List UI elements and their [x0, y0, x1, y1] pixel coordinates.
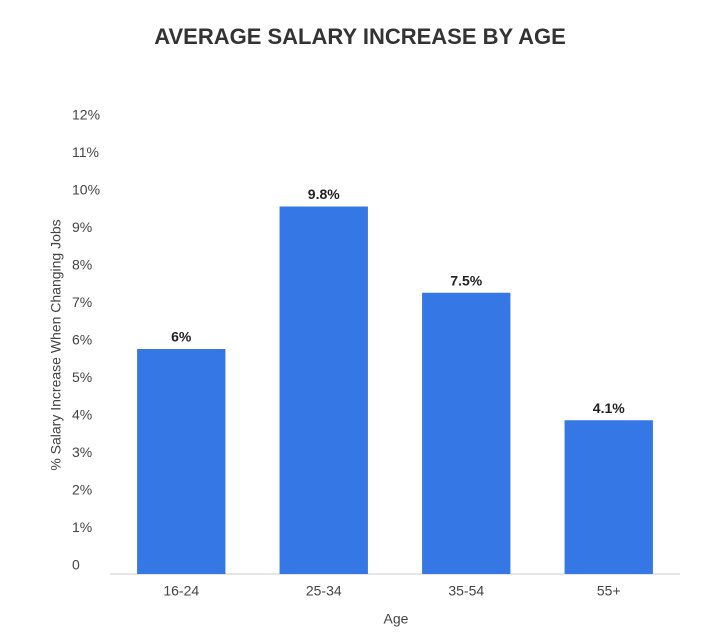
- value-label: 4.1%: [593, 400, 625, 416]
- value-label: 6%: [171, 329, 192, 345]
- y-tick-label: 5%: [72, 369, 92, 385]
- y-tick-label: 10%: [72, 182, 100, 198]
- x-axis-label: Age: [384, 611, 409, 627]
- y-tick-label: 7%: [72, 294, 92, 310]
- y-tick-label: 4%: [72, 407, 92, 423]
- chart-title: AVERAGE SALARY INCREASE BY AGE: [154, 24, 566, 49]
- y-tick-label: 0: [72, 557, 80, 573]
- y-tick-label: 2%: [72, 482, 92, 498]
- y-tick-label: 3%: [72, 444, 92, 460]
- x-tick-label: 16-24: [163, 583, 199, 599]
- x-tick-label: 25-34: [306, 583, 342, 599]
- y-tick-label: 11%: [72, 144, 99, 160]
- y-tick-label: 8%: [72, 257, 92, 273]
- bar: [137, 349, 226, 574]
- value-label: 7.5%: [450, 272, 482, 288]
- value-label: 9.8%: [308, 186, 340, 202]
- x-tick-label: 35-54: [448, 583, 484, 599]
- y-tick-label: 1%: [72, 519, 92, 535]
- bar: [279, 206, 368, 574]
- y-tick-label: 9%: [72, 219, 92, 235]
- y-axis-label: % Salary Increase When Changing Jobs: [48, 219, 64, 470]
- bar: [422, 292, 511, 574]
- bar: [564, 420, 653, 574]
- y-tick-label: 6%: [72, 332, 92, 348]
- x-tick-label: 55+: [597, 583, 621, 599]
- y-tick-label: 12%: [72, 107, 100, 123]
